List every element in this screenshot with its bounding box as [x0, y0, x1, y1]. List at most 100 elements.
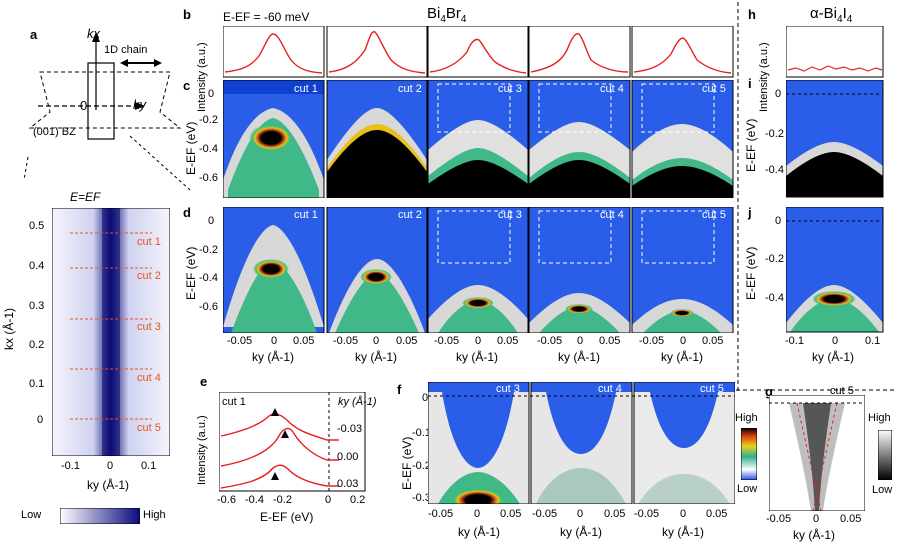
i-ytick: -0.4 [765, 164, 784, 176]
panel-j-label: j [748, 205, 752, 220]
c-cut-1-image [223, 80, 325, 198]
c-cut-3-image [427, 80, 529, 198]
f-cut-4-label: cut 4 [598, 383, 622, 395]
mdc-curve-4 [530, 33, 629, 73]
c-ytick: -0.4 [199, 143, 218, 155]
map-title: E=EF [70, 190, 101, 204]
map-colorbar [60, 508, 140, 524]
g-xtick: -0.05 [766, 513, 792, 525]
panel-i-label: i [748, 76, 752, 91]
d-xtick: 0 [577, 335, 584, 347]
panel-b-label: b [183, 7, 191, 22]
e-xtick: 0 [325, 494, 332, 506]
edc-curve-1 [220, 413, 339, 441]
edc-peak-marker-2 [281, 430, 289, 438]
h-mdc-curve [787, 65, 883, 72]
map-colorbar-high: High [143, 509, 166, 521]
bz-label: (001) BZ [33, 126, 76, 138]
edc-curve-2 [220, 427, 339, 467]
ky-axis-label: ky [133, 97, 146, 112]
kx-axis-label: kx [87, 26, 100, 41]
f-ytick: -0.1 [412, 427, 431, 439]
d-cut-2-label: cut 2 [398, 209, 422, 221]
c-cut-2-label: cut 2 [398, 83, 422, 95]
map-cut-2: cut 2 [137, 270, 161, 282]
map-cut-5: cut 5 [137, 422, 161, 434]
c-cut-2-image [326, 80, 428, 198]
e-ky-value-2: 0.00 [337, 451, 359, 463]
panel-g-label: g [765, 384, 773, 399]
d-xtick: -0.05 [333, 335, 359, 347]
d-xtick: 0.05 [396, 335, 418, 347]
d-xtick: 0.05 [702, 335, 724, 347]
map-cut-3: cut 3 [137, 321, 161, 333]
f-xtick: 0 [577, 508, 584, 520]
e-ylabel: Intensity (a.u.) [196, 415, 208, 485]
mdc-row [223, 26, 734, 78]
c-cut-5-label: cut 5 [702, 83, 726, 95]
c-ytick: -0.2 [199, 114, 218, 126]
d-xtick: 0 [373, 335, 380, 347]
f-xtick: 0.05 [604, 508, 626, 520]
d-xtick: -0.05 [227, 335, 253, 347]
j-ytick: -0.4 [765, 292, 784, 304]
h-mdc [786, 26, 884, 78]
e-xlabel: E-EF (eV) [260, 510, 314, 524]
c-ytick: -0.6 [199, 172, 218, 184]
edc-curve-3 [220, 464, 339, 489]
f-xtick: 0 [680, 508, 687, 520]
d-xlabel: ky (Å-1) [558, 350, 600, 364]
j-xtick: 0.1 [865, 335, 881, 347]
b-ylabel: Intensity (a.u.) [196, 42, 208, 112]
i-image [786, 80, 884, 198]
d-ytick: -0.2 [199, 244, 218, 256]
g-image [769, 395, 865, 511]
d-xlabel: ky (Å-1) [355, 350, 397, 364]
panel-e-label: e [200, 374, 208, 389]
edc-peak-marker-1 [271, 408, 279, 416]
f-cut-5-label: cut 5 [700, 383, 724, 395]
section-divider [737, 2, 739, 392]
e-xtick: 0.2 [350, 494, 366, 506]
e-cut-label: cut 1 [222, 396, 246, 408]
map-xtick: -0.1 [61, 460, 80, 472]
c-cut-4-image [528, 80, 631, 198]
d-cut-4-label: cut 4 [600, 209, 624, 221]
f-xtick: -0.05 [634, 508, 660, 520]
f-xtick: 0.05 [706, 508, 728, 520]
d-xtick: 0 [271, 335, 278, 347]
fermi-surface-map [52, 208, 170, 456]
panel-f-label: f [397, 382, 402, 397]
map-ytick: 0.2 [29, 339, 45, 351]
i-ylabel: E-EF (eV) [744, 118, 758, 172]
chain-label: 1D chain [104, 44, 148, 56]
d-xlabel: ky (Å-1) [661, 350, 703, 364]
d-cut-5-image [631, 207, 734, 333]
panel-c-label: c [183, 78, 191, 93]
edc-plot [219, 392, 366, 492]
g-colorbar [878, 430, 892, 480]
e-ky-value-1: -0.03 [337, 423, 363, 435]
f-cut-4-image [530, 382, 633, 504]
g-colorbar-high: High [868, 412, 891, 424]
d-ytick: -0.4 [199, 272, 218, 284]
e-xtick: -0.6 [217, 494, 236, 506]
d-cut-5-label: cut 5 [702, 209, 726, 221]
f-xtick: 0.05 [500, 508, 522, 520]
g-colorbar-low: Low [872, 484, 893, 496]
f-colorbar-low: Low [737, 483, 758, 495]
j-ytick: 0 [775, 215, 782, 227]
f-ytick: -0.2 [412, 460, 431, 472]
g-xtick: 0.05 [840, 513, 862, 525]
g-xlabel: ky (Å-1) [793, 528, 835, 542]
d-ytick: -0.6 [199, 301, 218, 313]
section-divider-horizontal [736, 389, 896, 391]
d-cut-3-image [427, 207, 529, 333]
e-ky-header: ky (Å-1) [338, 396, 377, 408]
map-ytick: 0 [37, 414, 44, 426]
j-xlabel: ky (Å-1) [812, 350, 854, 364]
f-cut-3-image [428, 382, 530, 504]
map-cut-1: cut 1 [137, 236, 161, 248]
map-colorbar-low: Low [21, 509, 42, 521]
i-ytick: 0 [775, 88, 782, 100]
